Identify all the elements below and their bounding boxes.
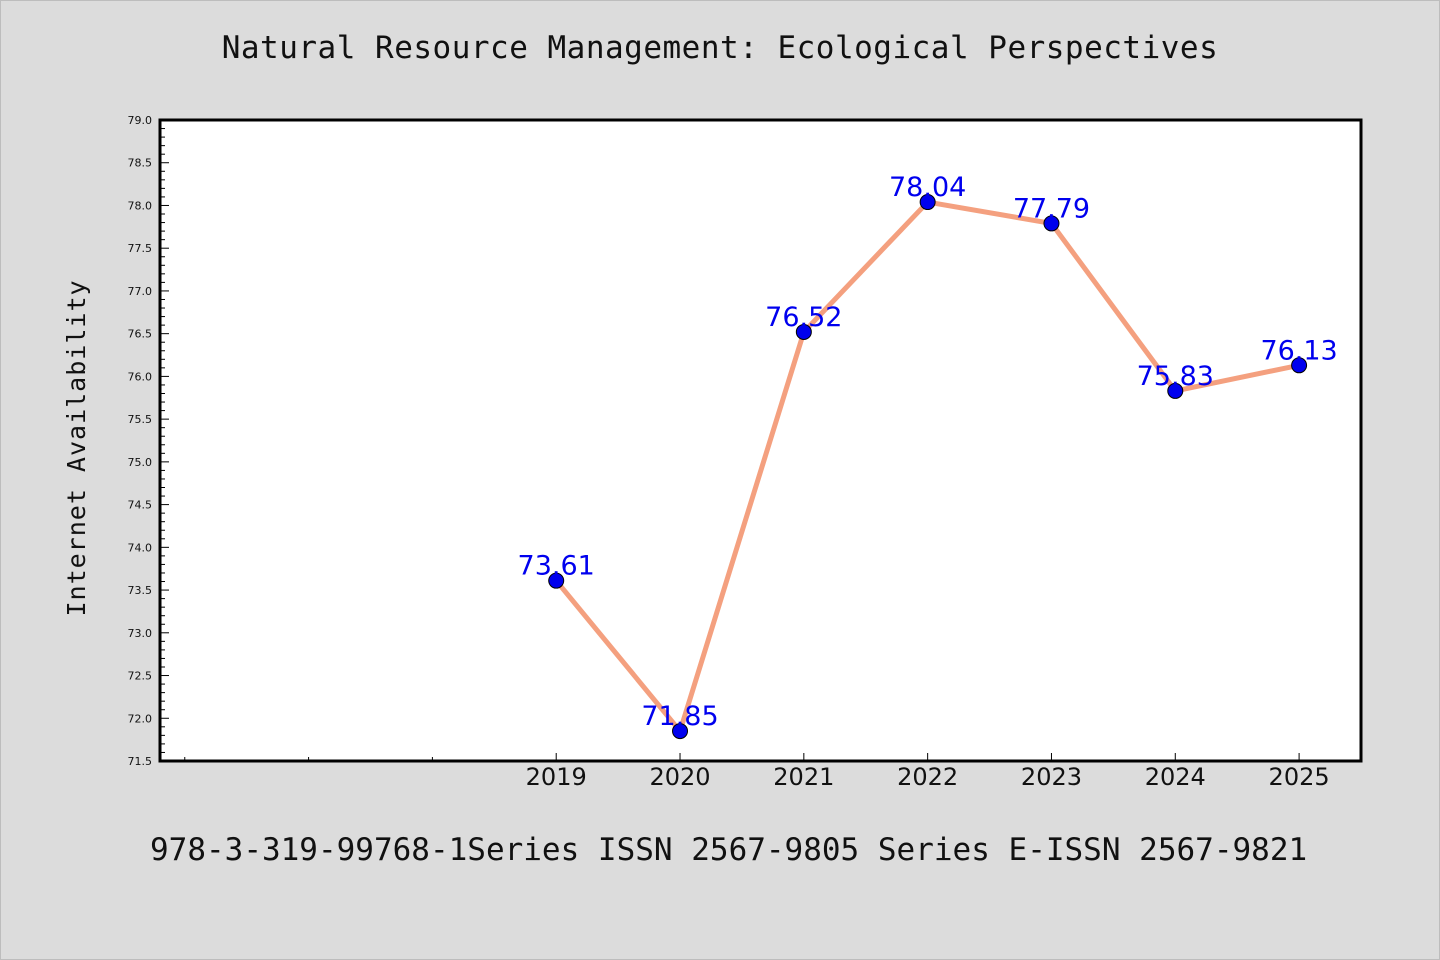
plot-border xyxy=(158,118,1363,763)
y-tick-label: 75.5 xyxy=(128,413,153,426)
y-axis-ticks: 71.5 72.0 72.5 73.0 73.5 74.0 74.5 75.0 75.5 76.0… xyxy=(128,114,169,768)
series-group: 73.61 71.85 76.52 78.04 77.79 75.83 76.13 xyxy=(518,172,1338,740)
data-point xyxy=(1167,382,1184,399)
x-tick-label: 2024 xyxy=(1145,763,1206,791)
y-tick-label: 76.5 xyxy=(128,328,153,341)
data-label: 76.13 xyxy=(1260,335,1337,366)
x-tick-label: 2023 xyxy=(1021,763,1082,791)
y-axis-label: Internet Availability xyxy=(62,279,91,616)
data-label: 78.04 xyxy=(889,172,966,203)
x-axis-ticks: 2019 2020 2021 2022 2023 2024 2025 xyxy=(184,753,1330,791)
data-label: 76.52 xyxy=(765,302,842,333)
y-tick-label: 74.0 xyxy=(128,541,153,554)
y-tick-label: 79.0 xyxy=(128,114,153,127)
y-tick-label: 78.0 xyxy=(128,199,153,212)
y-tick-label: 73.0 xyxy=(128,627,153,640)
y-tick-label: 73.5 xyxy=(128,584,153,597)
x-tick-label: 2022 xyxy=(897,763,958,791)
y-tick-label: 75.0 xyxy=(128,456,153,469)
x-tick-label: 2025 xyxy=(1269,763,1330,791)
data-point xyxy=(795,323,812,340)
data-point xyxy=(1291,357,1308,374)
y-tick-label: 72.5 xyxy=(128,670,153,683)
x-tick-label: 2021 xyxy=(773,763,834,791)
y-tick-label: 77.0 xyxy=(128,285,153,298)
y-tick-label: 77.5 xyxy=(128,242,153,255)
data-point xyxy=(548,572,565,589)
x-tick-label: 2020 xyxy=(649,763,710,791)
data-point xyxy=(1043,215,1060,232)
y-tick-label: 76.0 xyxy=(128,370,153,383)
data-label: 75.83 xyxy=(1137,361,1214,392)
plot-area xyxy=(160,120,1361,761)
x-tick-label: 2019 xyxy=(526,763,587,791)
y-tick-label: 71.5 xyxy=(128,755,153,768)
data-label: 77.79 xyxy=(1013,193,1090,224)
data-label: 73.61 xyxy=(518,551,595,582)
data-point xyxy=(919,194,936,211)
y-tick-label: 72.0 xyxy=(128,712,153,725)
y-tick-label: 74.5 xyxy=(128,499,153,512)
data-label: 71.85 xyxy=(641,701,718,732)
footer-isbn: 978-3-319-99768-1Series ISSN 2567-9805 S… xyxy=(150,832,1308,868)
y-tick-label: 78.5 xyxy=(128,157,153,170)
data-point xyxy=(672,723,689,740)
chart-title: Natural Resource Management: Ecological … xyxy=(221,30,1219,66)
